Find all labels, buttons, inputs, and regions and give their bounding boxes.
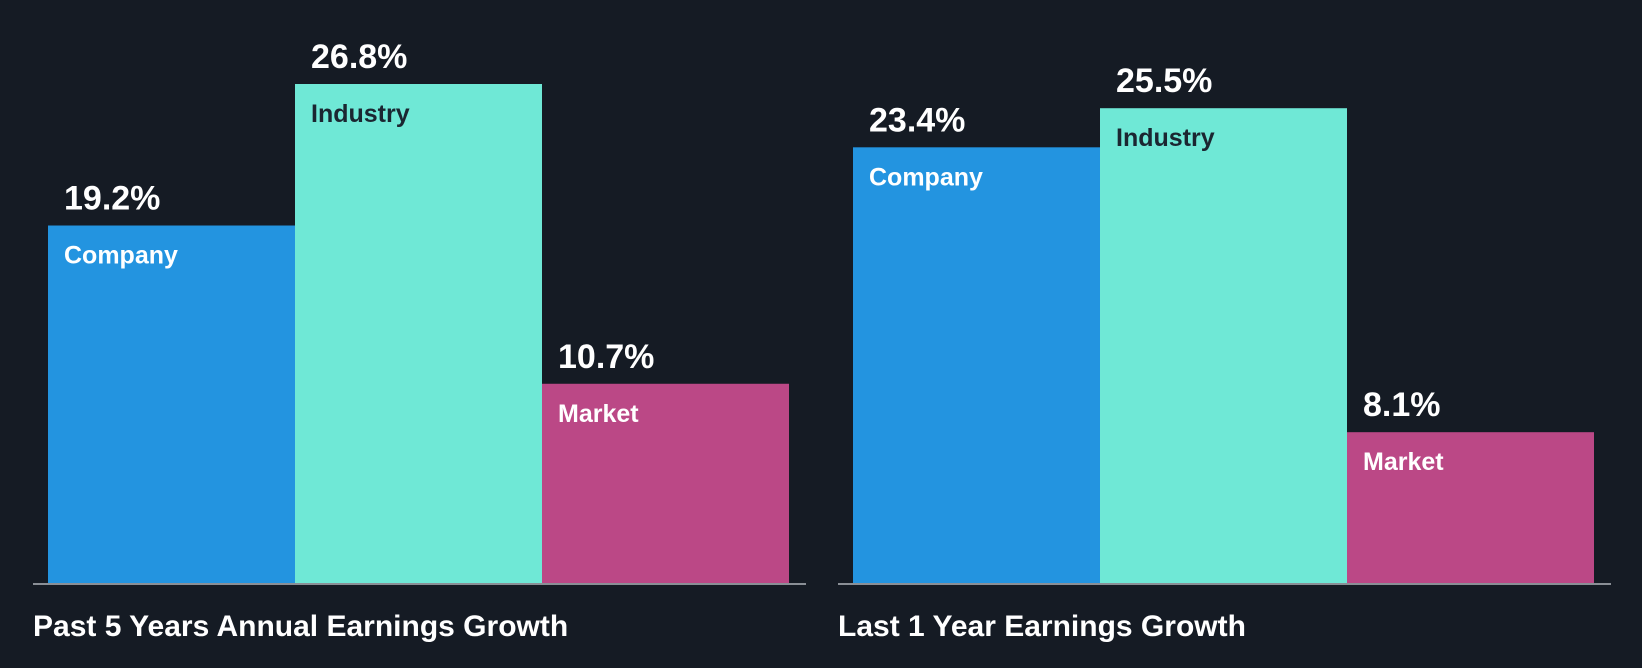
category-label-market: Market: [558, 400, 639, 428]
bar-market: [1347, 432, 1594, 583]
panel-title: Last 1 Year Earnings Growth: [838, 610, 1246, 643]
chart-panel-1: 19.2% Company 26.8% Industry 10.7% Market Past…: [33, 38, 806, 643]
value-label-industry: 26.8%: [311, 38, 407, 76]
panel-title: Past 5 Years Annual Earnings Growth: [33, 610, 568, 643]
category-label-company: Company: [869, 163, 983, 191]
bar-market: [542, 383, 789, 583]
bar-industry: [1100, 108, 1347, 583]
value-label-industry: 25.5%: [1116, 62, 1212, 100]
chart-panel-2: 23.4% Company 25.5% Industry 8.1% Market Last …: [838, 62, 1611, 643]
category-label-industry: Industry: [311, 100, 410, 128]
bar-industry: [295, 84, 542, 583]
bar-company: [853, 147, 1100, 583]
value-label-company: 19.2%: [64, 180, 160, 218]
category-label-industry: Industry: [1116, 124, 1215, 152]
category-label-company: Company: [64, 242, 178, 270]
value-label-company: 23.4%: [869, 101, 965, 139]
category-label-market: Market: [1363, 448, 1444, 476]
value-label-market: 8.1%: [1363, 386, 1441, 424]
value-label-market: 10.7%: [558, 338, 654, 376]
bar-company: [48, 225, 295, 584]
